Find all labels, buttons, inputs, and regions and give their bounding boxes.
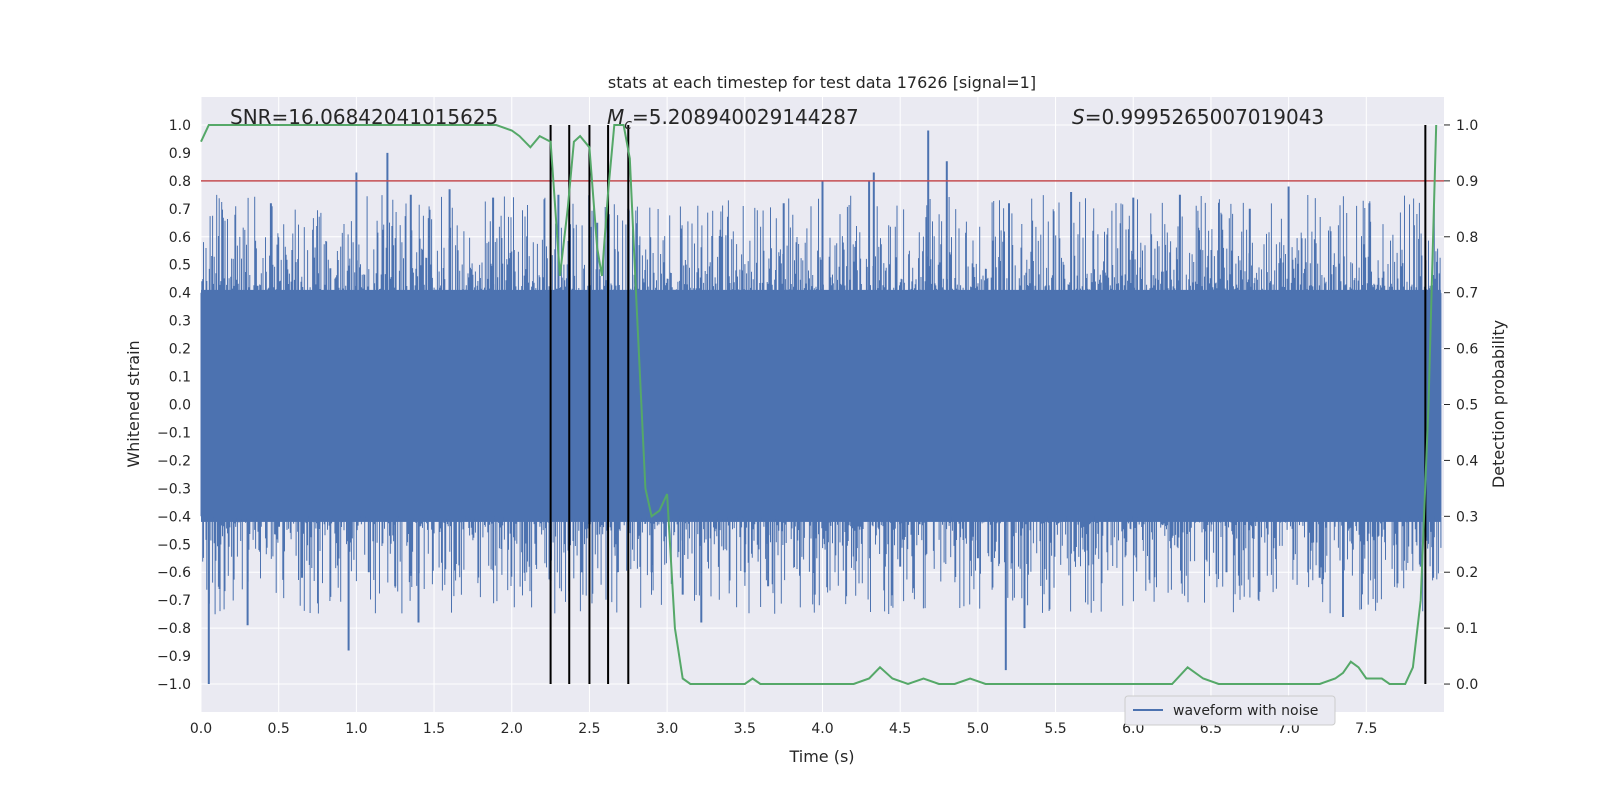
s-symbol: S: [1072, 105, 1085, 129]
x-tick-label-2: 1.0: [345, 721, 367, 737]
x-axis-label: Time (s): [788, 747, 854, 766]
x-tick-label-3: 1.5: [423, 721, 445, 737]
y-tick-label-5: −0.5: [157, 537, 191, 553]
y2-axis-label: Detection probability: [1489, 320, 1508, 488]
y2-tick-label-6: 0.6: [1456, 342, 1478, 358]
s-value: =0.9995265007019043: [1085, 105, 1324, 129]
x-tick-label-10: 5.0: [967, 721, 989, 737]
y-tick-label-17: 0.7: [169, 202, 191, 218]
y-tick-label-2: −0.8: [157, 621, 191, 637]
y2-tick-label-9: 0.9: [1456, 174, 1478, 190]
y-tick-label-6: −0.4: [157, 509, 191, 525]
y2-tick-label-4: 0.4: [1456, 453, 1478, 469]
y2-tick-label-3: 0.3: [1456, 509, 1478, 525]
y2-tick-label-5: 0.5: [1456, 398, 1478, 414]
waveform-noise: [200, 194, 1442, 615]
y2-tick-label-10: 1.0: [1456, 118, 1478, 134]
y-tick-label-11: 0.1: [169, 370, 191, 386]
x-tick-labels: 0.0 0.5 1.0 1.5 2.0 2.5 3.0 3.5 4.0 4.5 5.0 5.5 6.0 6…: [190, 721, 1378, 737]
x-tick-label-6: 3.0: [656, 721, 678, 737]
x-tick-label-1: 0.5: [268, 721, 290, 737]
x-tick-label-15: 7.5: [1355, 721, 1377, 737]
y2-tick-label-7: 0.7: [1456, 286, 1478, 302]
y-tick-label-7: −0.3: [157, 481, 191, 497]
s-annotation: S=0.9995265007019043: [1072, 105, 1324, 129]
y-tick-label-0: −1.0: [157, 677, 191, 693]
y2-tick-label-0: 0.0: [1456, 677, 1478, 693]
y-tick-label-14: 0.4: [169, 286, 191, 302]
legend-label-waveform: waveform with noise: [1173, 703, 1318, 719]
y-tick-label-10: 0.0: [169, 398, 191, 414]
y-tick-label-19: 0.9: [169, 146, 191, 162]
y-tick-label-8: −0.2: [157, 453, 191, 469]
detection-probability-line: [200, 124, 1438, 686]
y2-tick-labels: 0.0 0.1 0.2 0.3 0.4 0.5 0.6 0.7 0.8 0.9 1.0: [1444, 118, 1478, 693]
snr-annotation: SNR=16.06842041015625: [230, 105, 498, 129]
waveform-series: [200, 130, 1442, 684]
x-tick-label-11: 5.5: [1044, 721, 1066, 737]
legend-box: [1124, 695, 1336, 726]
chart-title: stats at each timestep for test data 176…: [608, 73, 1036, 92]
trigger-lines: [549, 124, 1427, 685]
y-tick-label-9: −0.1: [157, 425, 191, 441]
y-tick-label-4: −0.6: [157, 565, 191, 581]
chirp-mass-symbol: M: [607, 105, 624, 129]
y2-tick-label-8: 0.8: [1456, 230, 1478, 246]
x-tick-label-4: 2.0: [501, 721, 523, 737]
y2-tick-label-1: 0.1: [1456, 621, 1478, 637]
y-tick-label-13: 0.3: [169, 314, 191, 330]
waveform-peaks: [207, 130, 1435, 684]
y-tick-label-15: 0.5: [169, 258, 191, 274]
detection-probability-series: [200, 124, 1438, 686]
x-tick-label-0: 0.0: [190, 721, 212, 737]
x-tick-label-7: 3.5: [734, 721, 756, 737]
y-tick-label-12: 0.2: [169, 342, 191, 358]
y-tick-label-1: −0.9: [157, 649, 191, 665]
y-axis-label: Whitened strain: [124, 340, 143, 467]
chirp-mass-annotation: Mc=5.208940029144287: [607, 105, 859, 133]
x-tick-label-9: 4.5: [889, 721, 911, 737]
x-tick-label-8: 4.0: [811, 721, 833, 737]
y-tick-label-18: 0.8: [169, 174, 191, 190]
chirp-mass-value: =5.208940029144287: [632, 105, 859, 129]
y-tick-label-3: −0.7: [157, 593, 191, 609]
y-tick-label-20: 1.0: [169, 118, 191, 134]
chirp-mass-subscript: c: [624, 117, 632, 133]
x-tick-label-5: 2.5: [578, 721, 600, 737]
y-tick-labels: −1.0 −0.9 −0.8 −0.7 −0.6 −0.5 −0.4 −0.3 −0.2 −0.1…: [157, 118, 191, 693]
legend: waveform with noise: [1124, 695, 1336, 726]
y-tick-label-16: 0.6: [169, 230, 191, 246]
y2-tick-label-2: 0.2: [1456, 565, 1478, 581]
